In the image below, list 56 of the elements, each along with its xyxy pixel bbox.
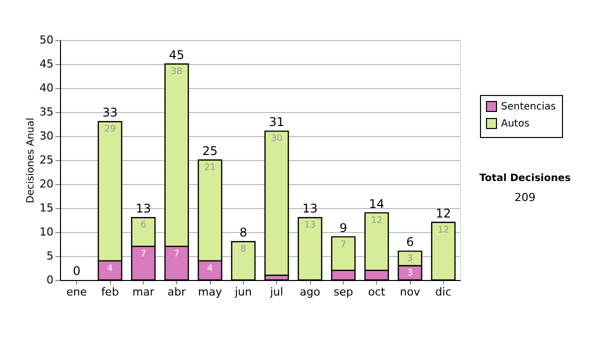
total-label: 9: [340, 220, 348, 235]
data-label: 12: [438, 225, 450, 236]
x-tick-label: nov: [400, 286, 421, 298]
data-label: 3: [407, 254, 413, 264]
y-tick-label: 30: [40, 130, 54, 142]
legend-label: Sentencias: [501, 102, 556, 112]
total-label: 45: [169, 48, 184, 62]
data-label: 8: [240, 244, 246, 255]
data-label: 7: [340, 240, 346, 250]
data-label: 21: [204, 163, 216, 173]
x-tick-label: sep: [334, 286, 354, 298]
x-tick-label: ago: [300, 286, 320, 298]
data-label: 7: [174, 249, 180, 260]
total-label: 12: [436, 206, 451, 220]
total-label: 14: [369, 196, 384, 211]
total-label: 31: [269, 115, 284, 130]
data-label: 4: [107, 264, 114, 274]
y-tick-label: 45: [40, 58, 54, 70]
x-tick-label: ene: [66, 286, 88, 298]
data-label: 30: [270, 134, 283, 144]
data-label: 4: [207, 264, 214, 274]
total-label: 25: [202, 144, 218, 158]
data-label: 7: [140, 249, 146, 260]
x-tick-label: mar: [132, 286, 155, 298]
x-tick-label: dic: [435, 286, 452, 298]
total-label: 13: [302, 202, 318, 216]
data-label: 6: [140, 220, 146, 231]
x-tick-label: abr: [168, 286, 186, 298]
data-label: 3: [407, 268, 413, 279]
x-tick-label: jul: [269, 286, 284, 298]
x-tick-label: oct: [368, 286, 386, 298]
y-tick-label: 0: [46, 274, 54, 286]
data-label: 12: [370, 216, 382, 226]
y-tick-label: 35: [40, 106, 54, 118]
total-label: 8: [240, 226, 248, 240]
y-tick-label: 5: [46, 250, 54, 262]
total-label: 0: [72, 264, 80, 278]
y-tick-label: 50: [40, 34, 54, 46]
total-label: 33: [102, 106, 118, 120]
y-axis-title: Decisiones Anual: [26, 118, 37, 204]
x-tick-label: feb: [101, 286, 119, 298]
y-tick-label: 20: [40, 178, 54, 190]
y-tick-label: 25: [40, 154, 54, 166]
legend-label: Autos: [501, 118, 530, 130]
y-tick-label: 10: [40, 226, 54, 238]
total-label: 13: [136, 202, 151, 216]
text: 209: [514, 191, 536, 204]
y-tick-label: 40: [40, 82, 54, 94]
y-tick-label: 15: [40, 202, 54, 214]
data-label: 38: [170, 67, 183, 77]
text: Total Decisiones: [479, 173, 571, 184]
data-label: 13: [304, 220, 316, 231]
x-tick-label: jun: [234, 286, 252, 298]
x-tick-label: may: [198, 286, 222, 298]
total-label: 6: [406, 235, 414, 250]
data-label: 29: [104, 124, 116, 135]
